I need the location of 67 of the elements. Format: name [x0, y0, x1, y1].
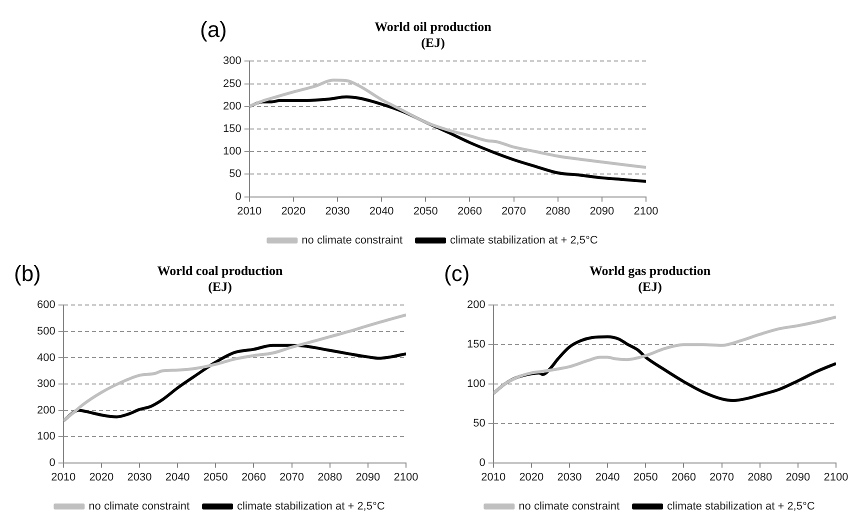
x-tick-label: 2040	[165, 471, 190, 484]
y-tick-label: 200	[466, 299, 486, 312]
y-tick-label: 0	[479, 456, 486, 469]
x-tick-label: 2030	[325, 205, 350, 218]
y-tick-label: 100	[222, 146, 242, 158]
y-tick-label: 100	[466, 378, 486, 390]
y-tick-label: 250	[222, 78, 242, 90]
y-tick-label: 150	[222, 123, 242, 136]
y-tick-label: 50	[229, 168, 242, 180]
legend-label: no climate constraint	[302, 234, 403, 247]
y-tick-label: 200	[36, 404, 56, 416]
text: (c)	[444, 261, 470, 286]
legend-label: no climate constraint	[88, 500, 190, 513]
y-tick-label: 0	[49, 456, 56, 469]
x-tick-label: 2070	[710, 471, 734, 484]
x-tick-label: 2100	[634, 205, 658, 218]
x-tick-label: 2090	[356, 471, 380, 484]
x-tick-label: 2030	[557, 471, 582, 484]
x-tick-label: 2100	[394, 471, 418, 484]
x-tick-label: 2090	[590, 205, 614, 218]
x-tick-label: 2050	[203, 471, 228, 484]
x-tick-label: 2100	[824, 471, 848, 484]
line-series	[493, 316, 836, 395]
x-tick-label: 2080	[546, 205, 570, 218]
legend-label: climate stabilization at + 2,5°C	[667, 500, 815, 513]
y-tick-label: 600	[36, 299, 56, 312]
y-tick-label: 200	[222, 100, 242, 112]
chart-title: World coal production	[157, 263, 284, 278]
x-tick-label: 2070	[280, 471, 304, 484]
line-series	[249, 78, 646, 169]
legend-label: climate stabilization at + 2,5°C	[450, 234, 598, 247]
chart-subtitle: (EJ)	[421, 34, 445, 50]
x-tick-label: 2060	[457, 205, 482, 218]
y-tick-label: 300	[222, 55, 242, 68]
chart-title: World gas production	[589, 263, 712, 278]
chart-title: World oil production	[374, 19, 492, 34]
x-tick-label: 2040	[369, 205, 394, 218]
x-tick-label: 2070	[502, 205, 526, 218]
x-tick-label: 2060	[241, 471, 266, 484]
x-tick-label: 2020	[519, 471, 544, 484]
line-series	[63, 313, 406, 422]
legend-label: no climate constraint	[518, 500, 620, 513]
chart-subtitle: (EJ)	[638, 278, 662, 294]
x-tick-label: 2050	[413, 205, 438, 218]
x-tick-label: 2040	[595, 471, 620, 484]
x-tick-label: 2050	[633, 471, 658, 484]
text: (a)	[200, 17, 227, 42]
y-tick-label: 300	[36, 378, 56, 390]
y-tick-label: 50	[473, 417, 486, 430]
y-tick-label: 500	[36, 326, 56, 338]
y-tick-label: 400	[36, 352, 56, 364]
x-tick-label: 2010	[481, 471, 506, 484]
x-tick-label: 2020	[281, 205, 306, 218]
x-tick-label: 2060	[671, 471, 696, 484]
chart-subtitle: (EJ)	[208, 278, 232, 294]
legend-label: climate stabilization at + 2,5°C	[237, 500, 385, 513]
x-tick-label: 2020	[89, 471, 114, 484]
y-tick-label: 100	[36, 430, 56, 443]
x-tick-label: 2010	[237, 205, 262, 218]
text: (b)	[14, 261, 41, 286]
y-tick-label: 150	[466, 338, 486, 351]
x-tick-label: 2010	[51, 471, 76, 484]
x-tick-label: 2080	[748, 471, 772, 484]
x-tick-label: 2090	[786, 471, 810, 484]
x-tick-label: 2030	[127, 471, 152, 484]
y-tick-label: 0	[235, 190, 242, 203]
x-tick-label: 2080	[318, 471, 342, 484]
